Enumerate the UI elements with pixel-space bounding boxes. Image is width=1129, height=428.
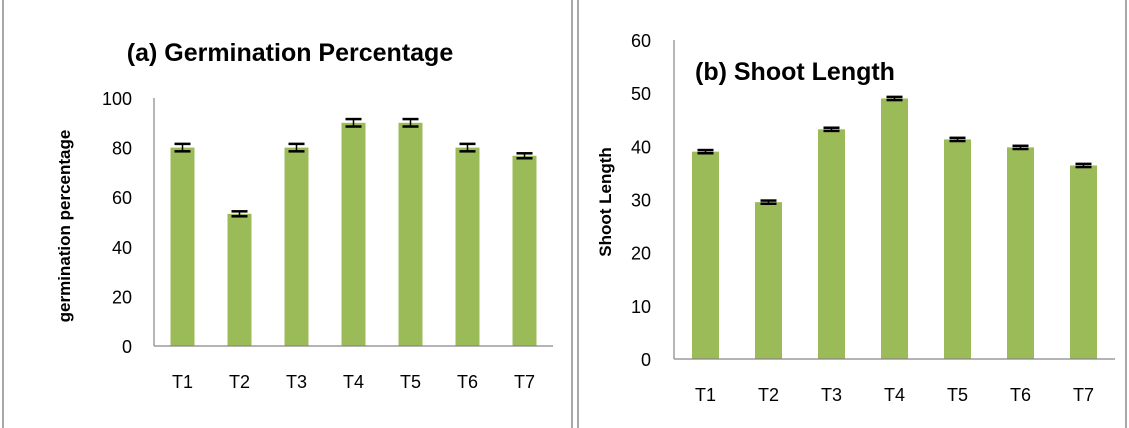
chart-b-x-tick-label: T5	[947, 385, 968, 405]
chart-b-y-tick-label: 10	[631, 297, 651, 317]
chart-b-y-tick-label: 30	[631, 191, 651, 211]
chart-b-bar-t6	[1007, 147, 1034, 359]
chart-b-y-axis-label: Shoot Length	[596, 147, 615, 257]
chart-a-y-axis-label: germination percentage	[55, 130, 74, 323]
chart-a-x-tick-label: T3	[286, 372, 307, 392]
chart-germination-percentage: (a) Germination Percentage germination p…	[55, 39, 553, 392]
chart-shoot-length: (b) Shoot Length Shoot Length 0 10 20 30 40 5…	[596, 31, 1115, 405]
chart-b-x-tick-label: T1	[695, 385, 716, 405]
chart-b-bar-t3	[818, 129, 845, 359]
chart-b-x-tick-label: T4	[884, 385, 905, 405]
chart-a-y-tick-label: 0	[122, 337, 132, 357]
chart-a-y-tick-label: 80	[112, 139, 132, 159]
chart-a-bar-t6	[455, 147, 480, 346]
chart-a-bar-t3	[284, 147, 309, 346]
chart-b-title: (b) Shoot Length	[695, 58, 895, 86]
chart-b-y-tick-label: 40	[631, 137, 651, 157]
chart-b-bar-t4	[881, 98, 908, 359]
chart-a-x-tick-label: T4	[343, 372, 364, 392]
chart-a-bar-t4	[341, 122, 366, 346]
chart-b-bar-t5	[944, 139, 971, 359]
chart-a-title: (a) Germination Percentage	[127, 39, 454, 67]
chart-a-x-tick-label: T1	[172, 372, 193, 392]
chart-a-y-tick-label: 100	[102, 89, 132, 109]
chart-a-x-tick-label: T7	[514, 372, 535, 392]
chart-b-bar-t1	[692, 151, 719, 359]
chart-b-y-tick-label: 50	[631, 84, 651, 104]
chart-b-x-tick-label: T3	[821, 385, 842, 405]
chart-a-x-tick-label: T5	[400, 372, 421, 392]
chart-b-bar-t2	[755, 202, 782, 359]
chart-b-x-tick-label: T6	[1010, 385, 1031, 405]
chart-a-bar-t2	[227, 213, 252, 346]
chart-a-y-tick-label: 60	[112, 188, 132, 208]
chart-a-y-tick-label: 40	[112, 238, 132, 258]
chart-a-bar-t7	[512, 155, 537, 346]
chart-a-bar-t1	[170, 147, 195, 346]
chart-b-y-tick-label: 60	[631, 31, 651, 51]
chart-b-x-tick-label: T7	[1073, 385, 1094, 405]
chart-b-y-tick-label: 20	[631, 244, 651, 264]
chart-b-x-tick-label: T2	[758, 385, 779, 405]
chart-b-bar-t7	[1070, 165, 1097, 359]
chart-a-y-tick-label: 20	[112, 287, 132, 307]
chart-a-x-tick-label: T6	[457, 372, 478, 392]
chart-b-y-tick-label: 0	[641, 350, 651, 370]
chart-a-x-tick-label: T2	[229, 372, 250, 392]
chart-a-bar-t5	[398, 122, 423, 346]
